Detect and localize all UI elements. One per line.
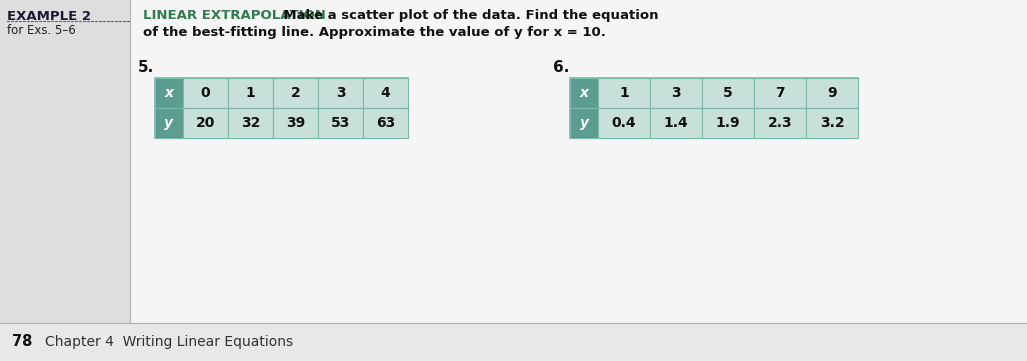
Text: 1: 1 (619, 86, 629, 100)
Text: 4: 4 (381, 86, 390, 100)
Bar (702, 108, 754, 138)
Bar (130, 0, 1027, 323)
Text: y: y (164, 116, 174, 130)
Bar (155, 78, 183, 108)
Text: 2: 2 (291, 86, 300, 100)
Bar (228, 78, 273, 108)
Text: y: y (579, 116, 588, 130)
Bar (155, 78, 408, 138)
Text: 0.4: 0.4 (612, 116, 637, 130)
Bar (0, 0, 130, 323)
Bar (754, 78, 806, 108)
Text: 63: 63 (376, 116, 395, 130)
Bar (650, 78, 702, 108)
Bar (0, 323, 1027, 361)
Text: x: x (164, 86, 174, 100)
Text: 5: 5 (723, 86, 733, 100)
Bar (570, 78, 858, 138)
Text: 53: 53 (331, 116, 350, 130)
Text: 3.2: 3.2 (820, 116, 844, 130)
Bar (806, 108, 858, 138)
Text: EXAMPLE 2: EXAMPLE 2 (7, 10, 91, 23)
Bar (570, 108, 598, 138)
Text: 1.4: 1.4 (663, 116, 688, 130)
Bar (363, 78, 408, 108)
Text: 7: 7 (775, 86, 785, 100)
Text: 20: 20 (196, 116, 216, 130)
Bar (598, 108, 650, 138)
Text: x: x (579, 86, 588, 100)
Bar (318, 78, 363, 108)
Text: of the best-fitting line. Approximate the value of y for x = 10.: of the best-fitting line. Approximate th… (143, 26, 606, 39)
Text: 2.3: 2.3 (768, 116, 792, 130)
Text: 1.9: 1.9 (716, 116, 740, 130)
Bar (363, 108, 408, 138)
Bar (155, 108, 183, 138)
Text: LINEAR EXTRAPOLATION: LINEAR EXTRAPOLATION (143, 9, 326, 22)
Text: 3: 3 (672, 86, 681, 100)
Text: 78: 78 (12, 335, 33, 349)
Text: 32: 32 (240, 116, 260, 130)
Bar (570, 78, 598, 108)
Text: 3: 3 (336, 86, 345, 100)
Bar (273, 108, 318, 138)
Text: 9: 9 (827, 86, 837, 100)
Text: 5.: 5. (138, 60, 154, 75)
Text: for Exs. 5–6: for Exs. 5–6 (7, 24, 76, 37)
Bar (598, 78, 650, 108)
Bar (650, 108, 702, 138)
Bar (228, 108, 273, 138)
Bar (183, 108, 228, 138)
Bar (183, 78, 228, 108)
Text: 0: 0 (200, 86, 211, 100)
Text: Chapter 4  Writing Linear Equations: Chapter 4 Writing Linear Equations (45, 335, 293, 349)
Bar (273, 78, 318, 108)
Text: 1: 1 (245, 86, 256, 100)
Text: 39: 39 (286, 116, 305, 130)
Bar (702, 78, 754, 108)
Text: 6.: 6. (553, 60, 569, 75)
Bar (754, 108, 806, 138)
Bar (318, 108, 363, 138)
Bar (806, 78, 858, 108)
Text: Make a scatter plot of the data. Find the equation: Make a scatter plot of the data. Find th… (274, 9, 658, 22)
